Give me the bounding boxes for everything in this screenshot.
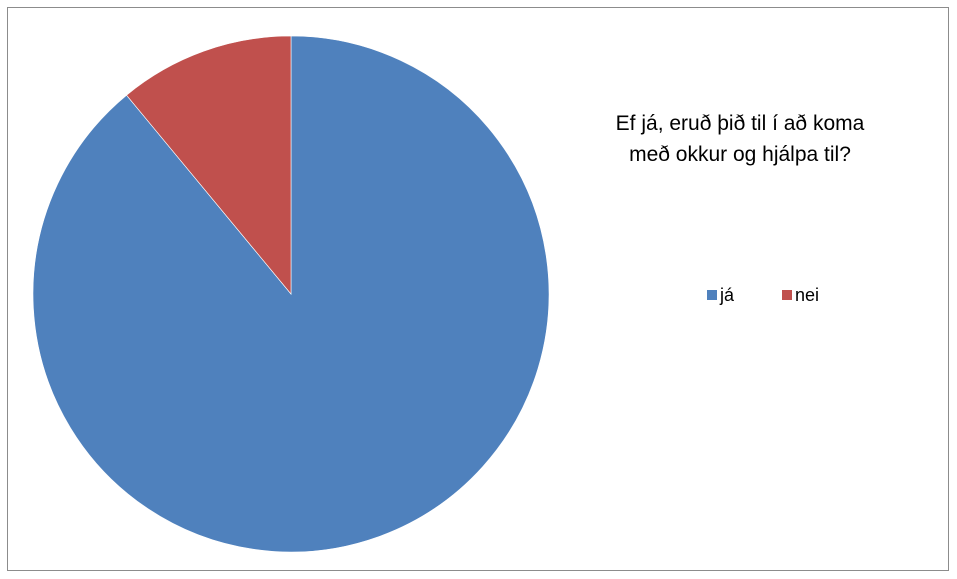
legend: já nei — [707, 284, 819, 306]
legend-item-ja: já — [707, 285, 734, 306]
legend-swatch-nei — [782, 290, 793, 300]
legend-swatch-ja — [707, 290, 717, 300]
pie-slice-nei — [126, 35, 292, 295]
chart-title: Ef já, eruð þið til í að koma með okkur … — [615, 112, 865, 166]
legend-item-nei: nei — [782, 285, 819, 306]
legend-label-ja: já — [720, 284, 735, 305]
legend-label-nei: nei — [795, 284, 820, 305]
